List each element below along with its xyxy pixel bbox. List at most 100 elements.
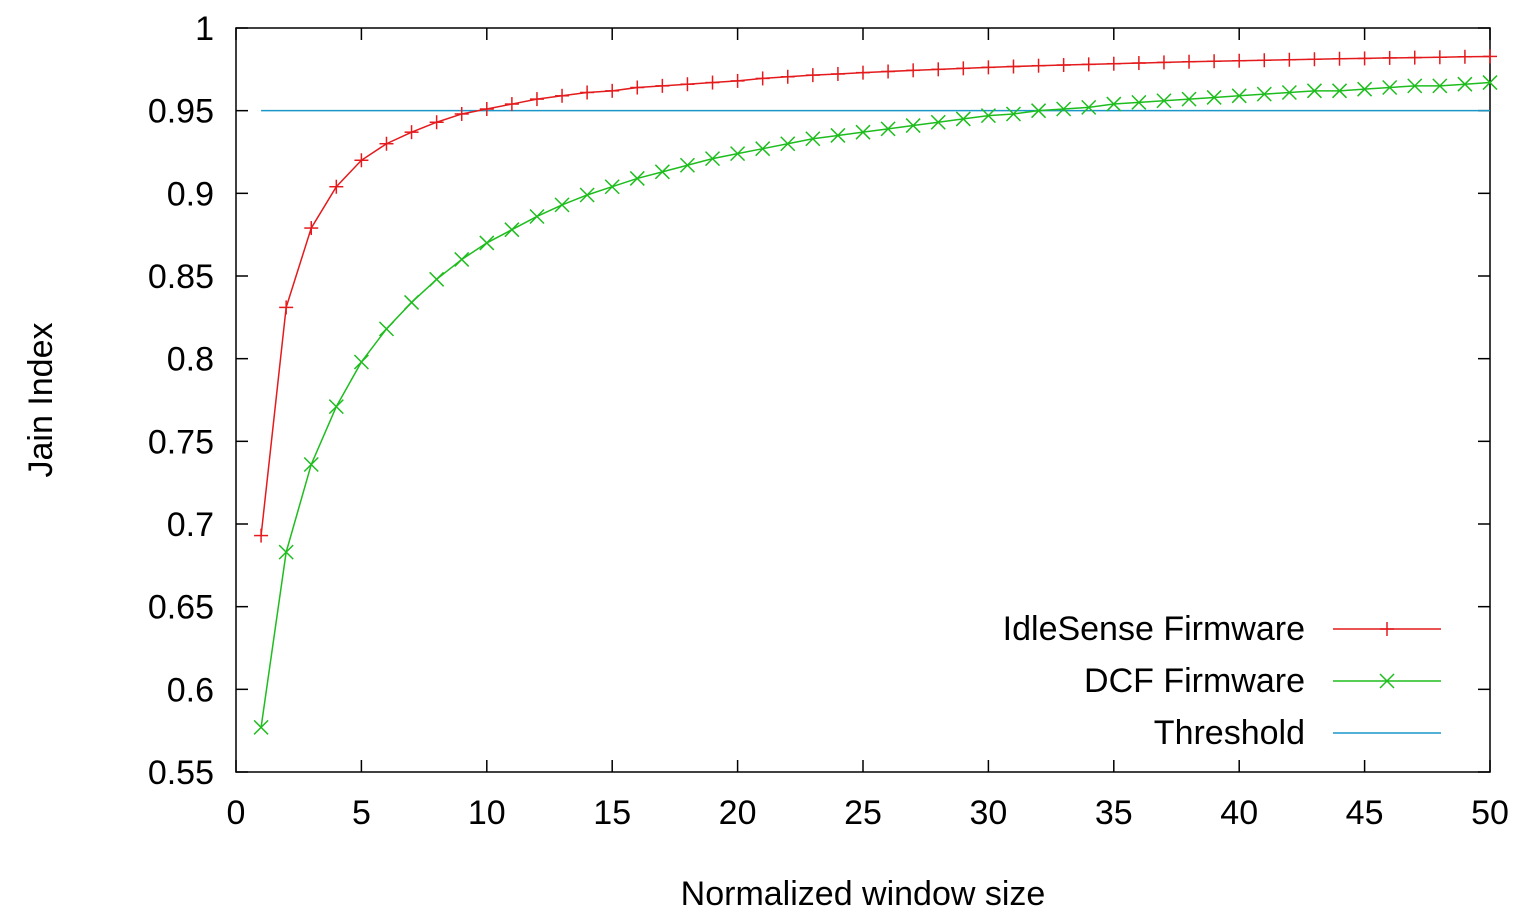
marker-stroke: [529, 208, 545, 225]
data-point-idlesense: [1382, 50, 1397, 65]
data-point-idlesense: [1156, 55, 1171, 70]
data-point-idlesense: [1357, 51, 1372, 66]
marker-stroke: [1256, 86, 1272, 102]
data-point-dcf: [429, 271, 445, 287]
data-point-idlesense: [279, 300, 294, 315]
x-tick-label: 25: [844, 794, 882, 832]
marker-stroke: [1357, 81, 1373, 97]
series-dcf: [253, 75, 1498, 735]
marker-stroke: [353, 354, 369, 370]
data-point-idlesense: [1307, 52, 1322, 67]
marker-stroke: [554, 197, 570, 213]
marker-stroke: [830, 127, 846, 143]
marker-stroke: [930, 114, 946, 130]
data-point-idlesense: [429, 115, 444, 130]
data-point-idlesense: [655, 78, 670, 93]
data-point-idlesense: [1282, 52, 1297, 67]
data-point-idlesense: [1332, 51, 1347, 66]
legend-sample-idlesense: [1333, 622, 1441, 636]
marker-stroke: [1056, 101, 1072, 117]
data-point-idlesense: [1232, 53, 1247, 68]
marker-stroke: [1379, 673, 1395, 689]
data-point-dcf: [955, 111, 971, 127]
series-line-dcf: [260, 81, 1491, 728]
data-point-idlesense: [1407, 50, 1422, 65]
legend-marker: [1380, 622, 1394, 636]
y-tick-label: 0.6: [167, 671, 214, 709]
data-point-dcf: [1457, 76, 1473, 92]
data-point-dcf: [1407, 78, 1423, 94]
data-point-dcf: [1106, 96, 1122, 112]
marker-stroke: [704, 151, 721, 167]
data-point-idlesense: [881, 64, 896, 79]
marker-stroke: [253, 719, 269, 735]
data-point-idlesense: [856, 65, 870, 80]
x-tick-label: 30: [969, 794, 1007, 832]
marker-stroke: [429, 271, 445, 287]
marker-stroke: [1331, 83, 1348, 99]
data-point-idlesense: [1432, 50, 1447, 65]
data-point-dcf: [328, 399, 344, 415]
marker-stroke: [1231, 88, 1247, 104]
data-point-idlesense: [555, 88, 570, 103]
data-point-idlesense: [1056, 58, 1071, 73]
data-point-idlesense: [956, 61, 971, 76]
x-tick-label: 45: [1346, 794, 1384, 832]
data-point-dcf: [1005, 106, 1022, 122]
data-point-dcf: [1181, 91, 1197, 107]
data-point-dcf: [704, 151, 721, 167]
marker-stroke: [1181, 91, 1197, 107]
data-point-idlesense: [580, 85, 595, 100]
data-point-dcf: [1306, 83, 1322, 99]
data-point-idlesense: [906, 63, 921, 78]
marker-stroke: [805, 131, 821, 147]
marker-stroke: [504, 222, 520, 238]
marker-stroke: [1281, 84, 1297, 101]
data-point-idlesense: [404, 125, 419, 140]
marker-stroke: [629, 170, 645, 186]
marker-stroke: [454, 251, 470, 267]
y-axis-title: Jain Index: [22, 323, 60, 478]
data-point-dcf: [604, 179, 620, 195]
axis-ticks: 0 5 10 15 20 25 30 35 40 45 50 0.55 0.6 0.65 0.7 0.75 0.…: [148, 10, 1509, 832]
y-tick-label: 0.65: [148, 589, 214, 627]
data-point-idlesense: [705, 75, 720, 90]
series-line-idlesense: [260, 55, 1491, 536]
marker-stroke: [1106, 96, 1122, 112]
data-point-idlesense: [780, 69, 795, 84]
marker-stroke: [328, 399, 344, 415]
data-point-dcf: [1256, 86, 1272, 102]
data-point-idlesense: [1457, 49, 1472, 64]
data-point-idlesense: [1131, 56, 1146, 71]
x-tick-label: 20: [719, 794, 757, 832]
data-point-dcf: [529, 208, 545, 225]
x-tick-label: 50: [1471, 794, 1509, 832]
data-point-idlesense: [479, 102, 494, 117]
data-point-dcf: [1331, 83, 1348, 99]
data-point-dcf: [278, 544, 294, 560]
data-point-dcf: [303, 456, 319, 473]
data-point-dcf: [730, 146, 746, 162]
marker-stroke: [730, 146, 746, 162]
marker-stroke: [855, 124, 871, 140]
data-point-dcf: [253, 719, 269, 735]
data-point-dcf: [1031, 103, 1047, 119]
data-point-dcf: [378, 321, 395, 337]
data-point-idlesense: [504, 97, 519, 112]
marker-stroke: [1031, 103, 1047, 119]
data-point-dcf: [454, 251, 470, 267]
marker-stroke: [1432, 78, 1448, 94]
data-point-idlesense: [1081, 57, 1096, 72]
marker-stroke: [278, 544, 294, 560]
data-point-idlesense: [1106, 56, 1121, 71]
data-point-idlesense: [1257, 53, 1272, 68]
legend: IdleSense Firmware DCF Firmware Threshol…: [1003, 610, 1441, 752]
marker-stroke: [1306, 83, 1322, 99]
y-tick-label: 0.85: [148, 258, 214, 296]
data-point-dcf: [980, 108, 996, 124]
y-tick-label: 0.9: [167, 175, 214, 213]
x-tick-label: 0: [227, 794, 246, 832]
legend-marker: [1379, 673, 1395, 689]
data-point-idlesense: [354, 153, 369, 168]
